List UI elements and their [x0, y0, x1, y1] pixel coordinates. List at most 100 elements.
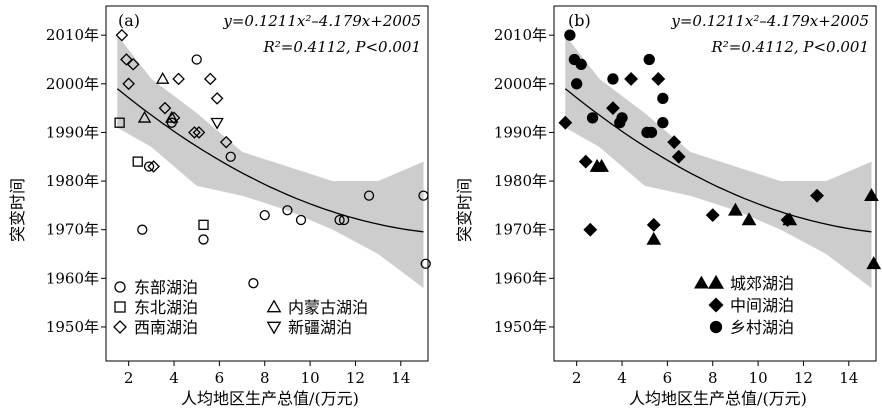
y-tick-label: 1970年: [46, 221, 99, 239]
legend-marker: [114, 301, 126, 313]
data-point: [657, 92, 669, 105]
legend-marker: [266, 321, 282, 335]
data-point: [115, 28, 129, 42]
x-tick-label: 12: [346, 369, 365, 387]
data-point: [155, 72, 170, 84]
data-point: [334, 214, 345, 226]
panel-b-xlabel: 人均地区生产总值/(万元): [629, 389, 807, 408]
data-point: [114, 117, 125, 128]
data-point: [866, 256, 882, 270]
data-point: [607, 73, 619, 85]
x-tick-label: 6: [215, 369, 225, 387]
fit-curve-line: [116, 88, 424, 233]
y-tick-label: 1980年: [494, 172, 547, 190]
data-point: [651, 72, 666, 86]
legend-label: 东部湖泊: [134, 278, 198, 297]
panel-a-points: [114, 28, 431, 289]
legend-label: 城郊湖泊: [730, 274, 794, 293]
y-tick-label: 1960年: [46, 269, 99, 287]
data-point: [158, 101, 172, 115]
x-tick-label: 4: [169, 369, 179, 387]
x-tick-label: 12: [794, 369, 813, 387]
panel-a-confidence-band: [117, 35, 424, 289]
x-tick-label: 10: [749, 369, 768, 387]
data-point: [671, 149, 686, 164]
panel-a-axes: 2 4 6 8 10 12 14 1950年 1960年 1970年 1980年 1990年 2000年…: [46, 26, 411, 387]
data-point: [137, 224, 148, 235]
panel-b-stats: R²=0.4112, P<0.001: [711, 38, 870, 56]
panel-a-ylabel: 突变时间: [8, 178, 27, 242]
data-point: [646, 217, 661, 232]
data-point: [203, 72, 217, 86]
x-tick-label: 10: [301, 369, 320, 387]
data-point: [575, 58, 587, 71]
data-point: [558, 115, 573, 130]
panel-a-label: (a): [118, 11, 140, 30]
data-point: [126, 58, 140, 71]
data-point: [188, 126, 201, 139]
data-point: [624, 72, 639, 86]
legend-label: 西南湖泊: [134, 318, 198, 337]
y-tick-label: 1960年: [494, 269, 547, 287]
data-point: [143, 161, 155, 172]
data-point: [219, 135, 233, 149]
data-point: [645, 126, 658, 139]
panel-b-equation: y=0.1211x²–4.179x+2005: [670, 12, 869, 30]
panel-a-xlabel: 人均地区生产总值/(万元): [181, 389, 359, 408]
x-tick-label: 2: [572, 369, 582, 387]
data-point: [120, 53, 133, 66]
data-point: [198, 219, 209, 230]
panel-b-axes: 2 4 6 8 10 12 14 1950年 1960年 1970年 1980年 1990年 2000年…: [494, 26, 859, 387]
data-point: [657, 117, 669, 129]
data-point: [167, 111, 181, 125]
x-tick-label: 8: [708, 369, 718, 387]
legend-marker: [114, 281, 126, 293]
data-point: [210, 92, 224, 105]
data-point: [810, 188, 824, 203]
data-point: [667, 135, 682, 150]
y-tick-label: 2000年: [494, 75, 547, 93]
data-point: [586, 112, 599, 124]
y-tick-label: 2010年: [494, 26, 547, 44]
legend-label: 中间湖泊: [730, 296, 794, 315]
data-point: [191, 54, 202, 65]
data-point: [741, 212, 757, 226]
data-point: [198, 234, 209, 245]
y-tick-label: 2000年: [46, 75, 99, 93]
data-point: [192, 126, 206, 139]
data-point: [259, 209, 270, 221]
panel-b-confidence-band: [565, 35, 872, 289]
panel-b-ylabel: 突变时间: [455, 178, 474, 242]
legend-marker: [708, 274, 724, 289]
y-tick-label: 1990年: [46, 123, 99, 141]
data-point: [694, 275, 709, 289]
legend-marker: [709, 320, 723, 334]
data-point: [248, 278, 259, 289]
data-point: [594, 158, 609, 172]
data-point: [606, 101, 620, 116]
data-point: [780, 213, 795, 227]
panel-b: 突变时间 2 4 6 8 10 12 14 1950年 1960年 1970年 1980年 1990年…: [455, 5, 882, 408]
legend-label: 乡村湖泊: [730, 318, 794, 337]
panel-b-label: (b): [568, 11, 591, 30]
data-point: [571, 78, 583, 90]
y-tick-label: 1950年: [46, 318, 99, 336]
legend-marker: [708, 297, 724, 313]
data-point: [132, 156, 143, 167]
legend-label: 内蒙古湖泊: [288, 298, 368, 317]
panel-a-fit-curve: [116, 88, 424, 233]
panel-a: 突变时间 2 4 6 8 10 12 14 1950年 1960年 1970年 1980年 1990年…: [8, 5, 431, 408]
x-tick-label: 6: [663, 369, 673, 387]
panel-a-frame: [105, 5, 429, 362]
data-point: [282, 205, 293, 216]
x-tick-label: 14: [391, 369, 410, 387]
legend-label: 东北湖泊: [134, 298, 198, 317]
data-point: [643, 53, 655, 66]
data-point: [646, 231, 662, 245]
y-tick-label: 1950年: [494, 318, 547, 336]
data-point: [616, 112, 628, 124]
data-point: [864, 188, 879, 201]
data-point: [363, 190, 375, 201]
